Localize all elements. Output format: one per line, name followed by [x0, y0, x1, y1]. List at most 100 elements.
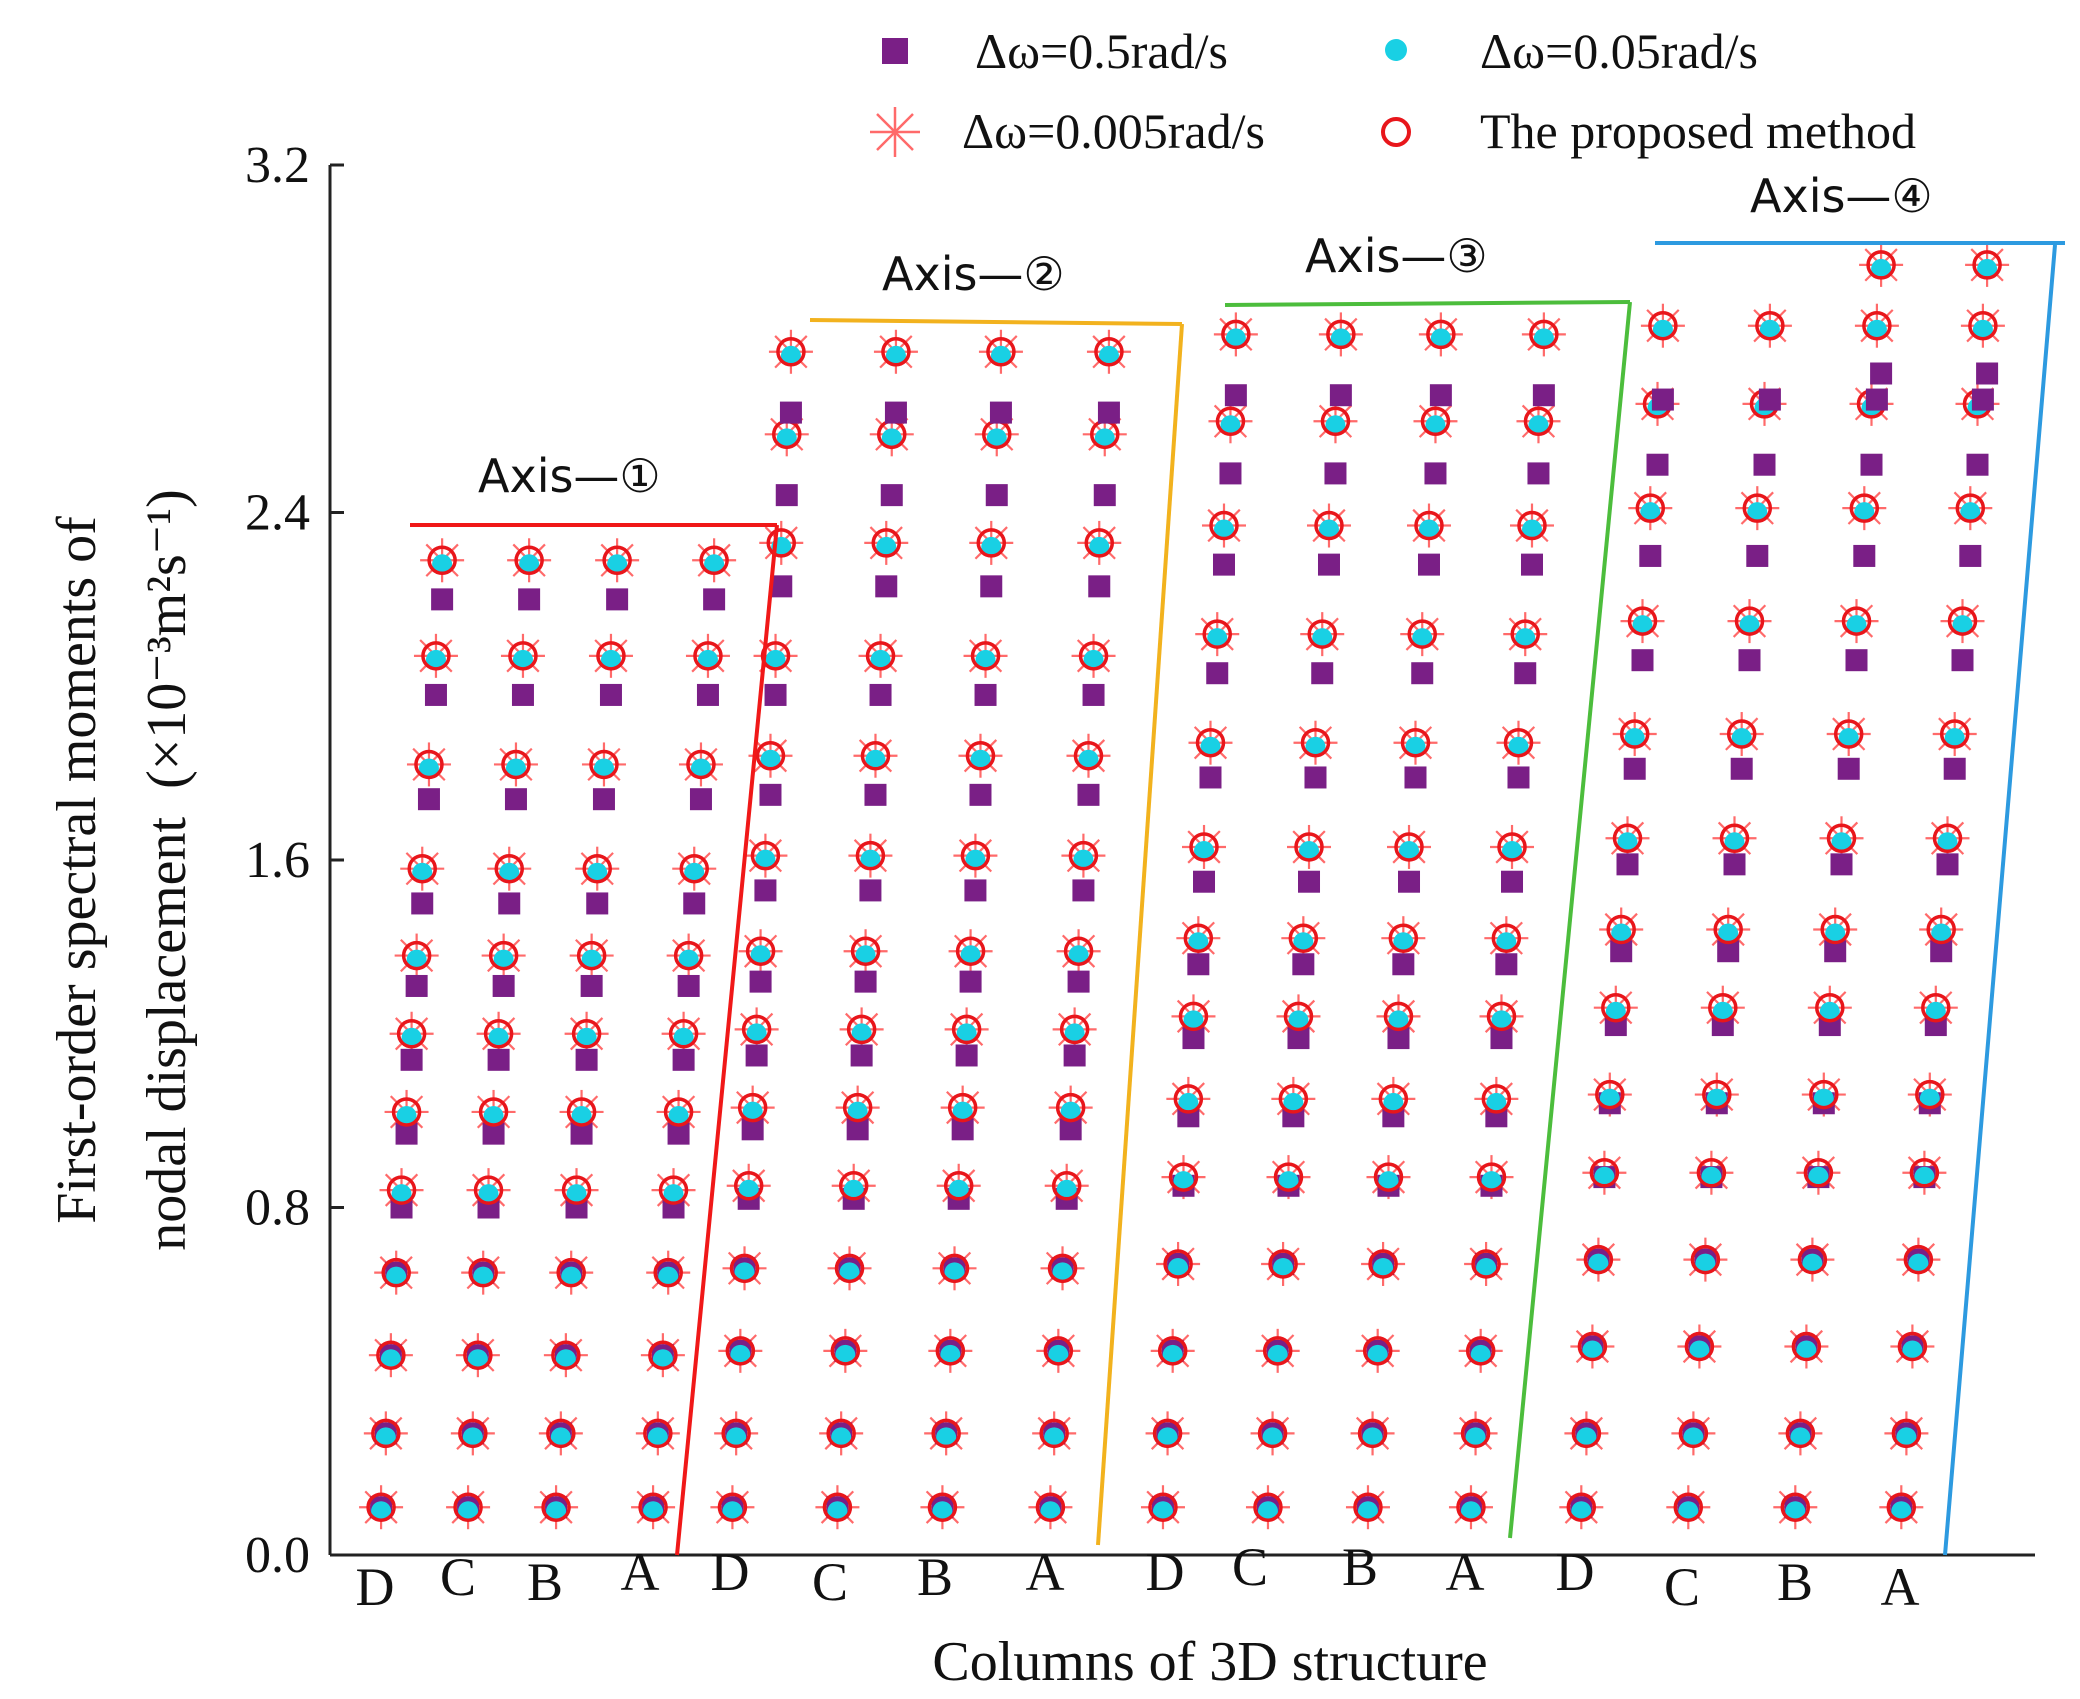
- marker-proposed: [834, 1253, 865, 1284]
- marker-coarse: [759, 783, 782, 806]
- marker-coarse: [482, 1122, 505, 1145]
- data-point: [835, 1085, 880, 1141]
- marker-medium: [697, 649, 718, 670]
- marker-proposed: [1503, 727, 1534, 758]
- marker-proposed: [960, 840, 991, 871]
- marker-medium: [1418, 519, 1439, 540]
- data-point: [569, 933, 614, 997]
- marker-medium: [1178, 1092, 1199, 1113]
- data-point: [748, 733, 793, 806]
- data-point: [1948, 486, 1993, 567]
- marker-medium: [1866, 319, 1887, 340]
- marker-proposed: [1320, 406, 1351, 437]
- data-point: [1940, 599, 1985, 672]
- data-point: [1213, 312, 1258, 407]
- marker-medium: [1330, 328, 1351, 349]
- marker-medium: [981, 536, 1002, 557]
- marker-coarse: [1943, 757, 1966, 780]
- marker-proposed: [1690, 1244, 1721, 1275]
- marker-proposed: [488, 940, 519, 971]
- marker-proposed: [1696, 1158, 1727, 1188]
- marker-medium: [658, 1266, 679, 1287]
- marker-coarse: [1093, 484, 1116, 507]
- marker-medium: [647, 1427, 668, 1448]
- marker-proposed: [826, 1418, 856, 1449]
- data-point: [743, 833, 788, 902]
- marker-proposed: [1262, 1336, 1293, 1366]
- marker-medium: [643, 1501, 664, 1522]
- marker-medium: [1318, 519, 1339, 540]
- marker-proposed: [721, 1418, 751, 1449]
- marker-medium: [1796, 1340, 1817, 1361]
- data-point: [635, 1411, 680, 1456]
- marker-medium: [1521, 519, 1542, 540]
- marker-proposed: [494, 853, 524, 884]
- marker-medium: [742, 1101, 763, 1122]
- marker-medium: [1871, 258, 1892, 279]
- data-point: [1719, 712, 1764, 780]
- marker-proposed: [1465, 1336, 1496, 1366]
- marker-coarse: [1088, 575, 1111, 598]
- marker-medium: [1831, 832, 1852, 853]
- marker-medium: [1706, 1088, 1727, 1109]
- marker-proposed: [830, 1336, 861, 1366]
- column-label-10: B: [1342, 1537, 1378, 1597]
- data-point: [1028, 1485, 1073, 1530]
- marker-medium: [576, 1027, 597, 1048]
- marker-coarse: [696, 683, 719, 706]
- marker-medium: [1173, 1171, 1194, 1192]
- data-point: [1576, 1237, 1621, 1282]
- data-point: [1448, 1485, 1493, 1530]
- marker-proposed: [947, 1092, 978, 1123]
- marker-proposed: [1947, 606, 1978, 636]
- data-point: [500, 633, 545, 706]
- data-point: [1694, 1072, 1739, 1117]
- marker-medium: [760, 749, 781, 770]
- marker-proposed: [943, 1171, 974, 1201]
- marker-medium: [755, 849, 776, 870]
- marker-coarse: [770, 575, 793, 598]
- data-point: [1700, 985, 1745, 1037]
- marker-medium: [593, 758, 614, 779]
- data-point: [471, 1089, 516, 1145]
- data-point: [948, 929, 993, 993]
- data-point: [1474, 1076, 1519, 1128]
- data-point: [1306, 503, 1351, 576]
- marker-proposed: [1307, 619, 1337, 649]
- marker-proposed: [1571, 1418, 1602, 1449]
- column-label-9: C: [1232, 1537, 1268, 1597]
- marker-medium: [1262, 1427, 1283, 1448]
- marker-coarse: [864, 783, 887, 806]
- marker-medium: [684, 862, 705, 883]
- marker-proposed: [1426, 319, 1456, 350]
- marker-medium: [1383, 1092, 1404, 1113]
- marker-medium: [406, 949, 427, 970]
- data-point: [1735, 486, 1780, 567]
- marker-coarse: [606, 588, 629, 611]
- marker-medium: [478, 1184, 499, 1205]
- y-tick-label-0: 0.0: [245, 1527, 310, 1584]
- marker-proposed: [1326, 319, 1356, 350]
- marker-proposed: [556, 1257, 586, 1288]
- marker-coarse: [1311, 662, 1334, 685]
- data-point: [461, 1250, 506, 1295]
- marker-proposed: [855, 840, 886, 871]
- marker-medium: [1207, 628, 1228, 649]
- column-label-1: C: [440, 1547, 476, 1607]
- data-point: [1689, 1150, 1734, 1195]
- marker-proposed: [1742, 493, 1773, 523]
- marker-proposed: [1209, 510, 1239, 541]
- data-point: [400, 846, 445, 915]
- marker-medium: [1731, 728, 1752, 749]
- data-point: [1503, 612, 1548, 685]
- marker-coarse: [405, 974, 428, 997]
- marker-proposed: [1921, 992, 1951, 1023]
- marker-coarse: [1853, 544, 1876, 567]
- data-point: [1516, 399, 1561, 485]
- marker-coarse: [1097, 401, 1120, 424]
- data-point: [1490, 824, 1535, 893]
- marker-coarse: [1520, 553, 1543, 576]
- marker-medium: [881, 428, 902, 449]
- marker-medium: [386, 1266, 407, 1287]
- marker-medium: [458, 1501, 479, 1522]
